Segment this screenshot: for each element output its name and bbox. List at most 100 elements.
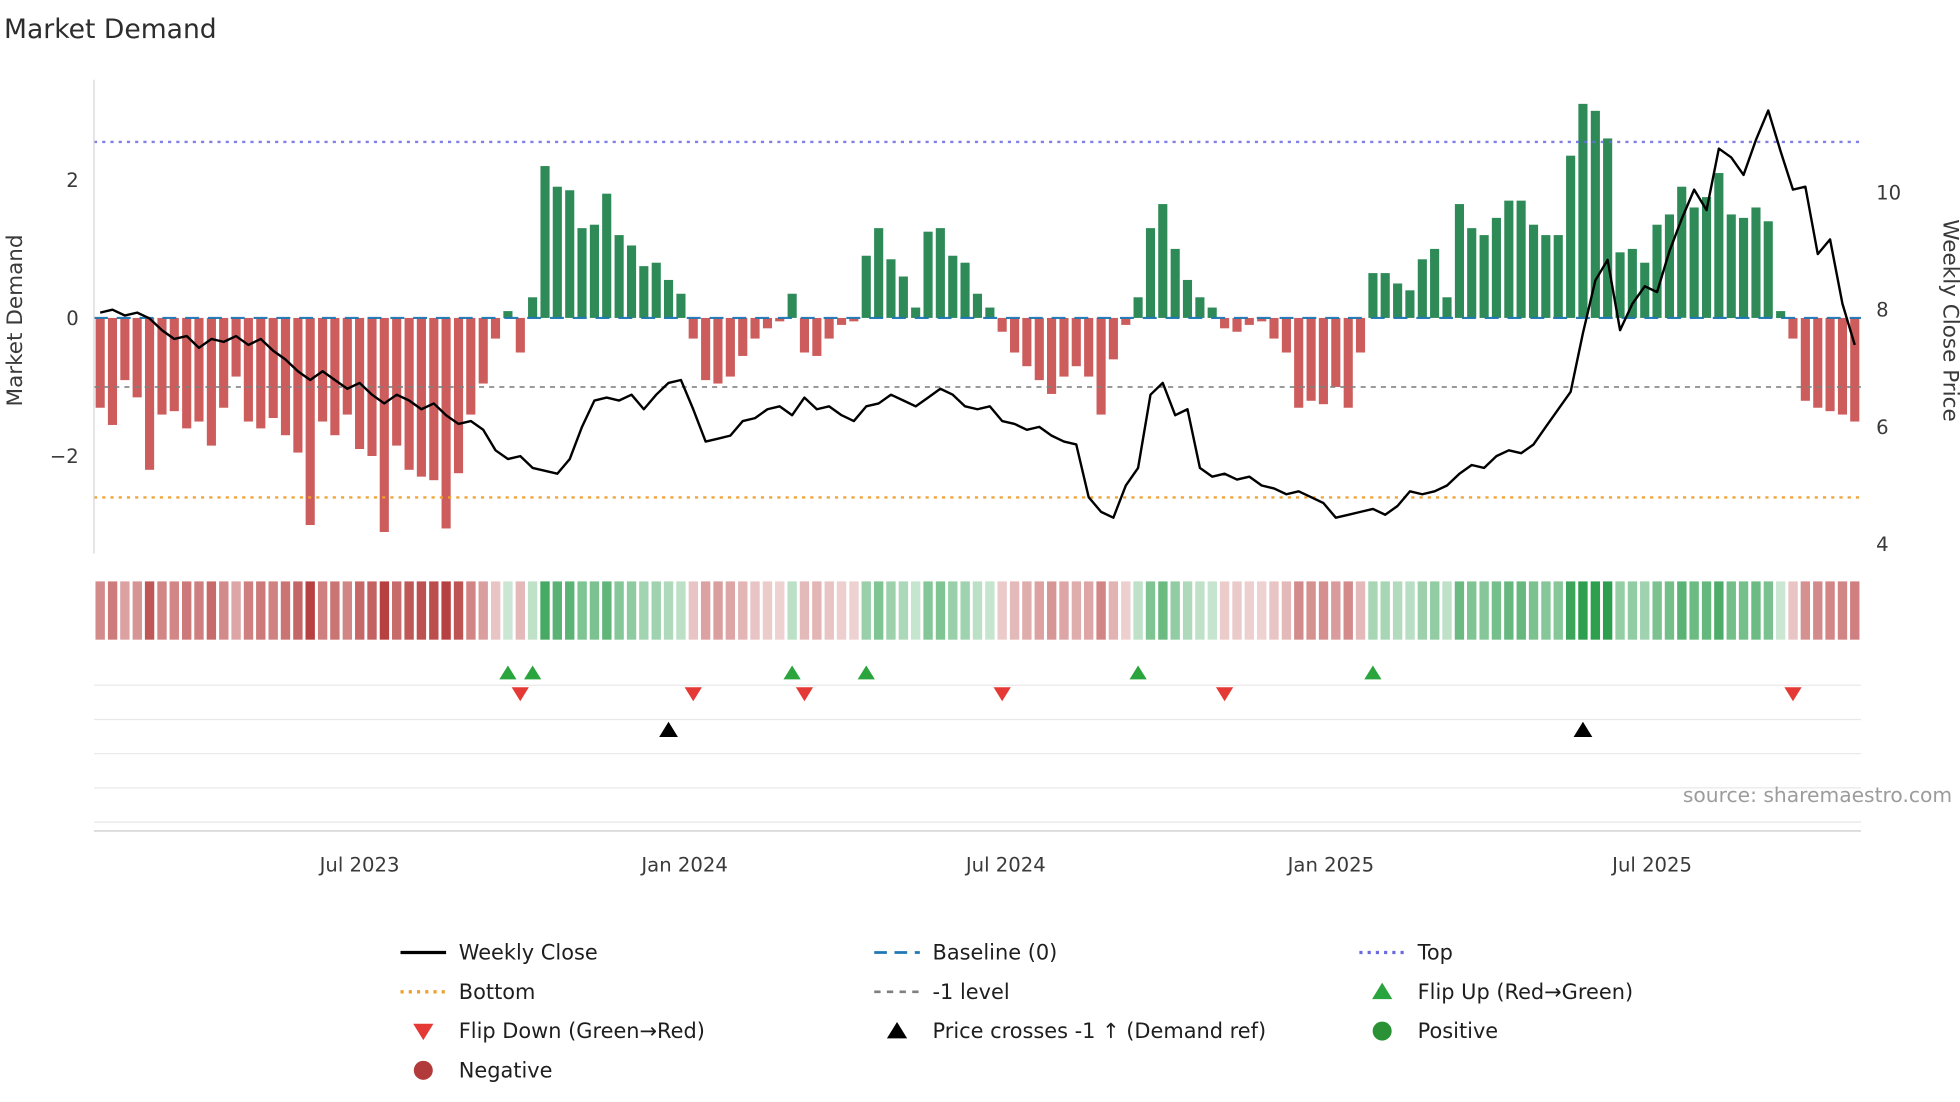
demand-bar bbox=[1368, 273, 1378, 318]
heatmap-cell bbox=[355, 581, 365, 640]
demand-bar bbox=[453, 317, 464, 474]
demand-bar bbox=[1467, 228, 1477, 318]
demand-bar bbox=[1528, 224, 1539, 318]
heatmap-cell bbox=[1578, 581, 1588, 640]
demand-bar bbox=[997, 317, 1007, 332]
demand-bar bbox=[1059, 317, 1069, 377]
heatmap-cell bbox=[95, 581, 105, 640]
demand-bar bbox=[503, 311, 513, 319]
heatmap-cell bbox=[960, 581, 970, 640]
demand-bar bbox=[1726, 214, 1736, 319]
demand-bar bbox=[1294, 317, 1304, 408]
demand-bar bbox=[515, 317, 525, 353]
heatmap-cell bbox=[836, 581, 847, 640]
heatmap-cell bbox=[787, 581, 797, 640]
demand-bar bbox=[1380, 273, 1390, 318]
demand-bar bbox=[120, 317, 130, 381]
heatmap-cell bbox=[453, 581, 464, 640]
legend-label-flip-down: Flip Down (Green→Red) bbox=[459, 1019, 705, 1043]
demand-bar bbox=[1590, 110, 1600, 318]
demand-bar bbox=[1047, 317, 1057, 394]
demand-bar bbox=[342, 317, 352, 415]
demand-bar bbox=[602, 193, 612, 318]
demand-bar bbox=[243, 317, 253, 422]
flip-down-marker bbox=[993, 687, 1011, 702]
heatmap-cell bbox=[515, 581, 526, 640]
demand-bar bbox=[318, 317, 328, 422]
heatmap-cell bbox=[577, 581, 587, 640]
legend-item-negative: Negative bbox=[413, 1058, 553, 1082]
heatmap-cell bbox=[700, 581, 711, 640]
heatmap-cell bbox=[429, 581, 439, 640]
flip-up-marker bbox=[524, 665, 542, 680]
demand-bar bbox=[1195, 297, 1205, 318]
demand-bar bbox=[1393, 283, 1403, 319]
flip-down-marker bbox=[1784, 687, 1802, 702]
demand-bar bbox=[1677, 186, 1687, 318]
demand-bar bbox=[145, 317, 155, 470]
demand-bar bbox=[379, 317, 389, 532]
heatmap-cell bbox=[985, 581, 995, 640]
heatmap-cell bbox=[1009, 581, 1020, 640]
demand-bar bbox=[1442, 297, 1452, 318]
demand-bar bbox=[565, 190, 575, 318]
demand-bar bbox=[701, 317, 711, 381]
heatmap-cell bbox=[392, 581, 402, 640]
heatmap-cell bbox=[305, 581, 315, 640]
heatmap-cell bbox=[1368, 581, 1378, 640]
heatmap-cell bbox=[1837, 581, 1848, 640]
negative-dot-icon bbox=[413, 1060, 433, 1080]
demand-bar bbox=[614, 235, 624, 318]
legend-label-positive: Positive bbox=[1418, 1019, 1499, 1043]
demand-bar bbox=[836, 317, 847, 325]
demand-bar bbox=[948, 255, 958, 318]
heatmap-cell bbox=[1553, 581, 1563, 640]
heatmap-cell bbox=[256, 581, 266, 640]
heatmap-cell bbox=[997, 581, 1007, 640]
heatmap-cell bbox=[799, 581, 810, 640]
demand-bar bbox=[219, 317, 229, 408]
demand-bar bbox=[1763, 221, 1773, 318]
heatmap-cell bbox=[886, 581, 896, 640]
heatmap-cell bbox=[1504, 581, 1514, 640]
demand-bar bbox=[392, 317, 402, 446]
flip-up-marker bbox=[857, 665, 875, 680]
demand-bar bbox=[1306, 317, 1316, 401]
demand-bar bbox=[1405, 290, 1415, 318]
heatmap-cell bbox=[317, 581, 328, 640]
heatmap-strip bbox=[95, 581, 1860, 640]
heatmap-cell bbox=[552, 581, 562, 640]
heatmap-cell bbox=[688, 581, 699, 640]
demand-bar bbox=[1553, 235, 1563, 318]
demand-bar bbox=[1664, 214, 1675, 319]
x-tick-label: Jul 2023 bbox=[318, 853, 400, 876]
legend-item-price-cross: Price crosses -1 ↑ (Demand ref) bbox=[886, 1019, 1266, 1043]
demand-bar bbox=[1541, 235, 1551, 318]
demand-bar bbox=[528, 297, 538, 318]
legend-item-positive: Positive bbox=[1372, 1019, 1499, 1043]
demand-bar bbox=[1096, 317, 1106, 415]
right-tick-label: 10 bbox=[1876, 182, 1901, 205]
heatmap-cell bbox=[1145, 581, 1156, 640]
demand-bar bbox=[441, 317, 451, 529]
heatmap-cell bbox=[1677, 581, 1687, 640]
heatmap-cell bbox=[1133, 581, 1143, 640]
heatmap-cell bbox=[849, 581, 859, 640]
demand-bar bbox=[1010, 317, 1020, 353]
demand-bar bbox=[886, 259, 896, 318]
demand-bar bbox=[1714, 173, 1724, 319]
demand-bar bbox=[762, 317, 773, 329]
heatmap-cell bbox=[1417, 581, 1428, 640]
heatmap-cell bbox=[268, 581, 278, 640]
source-label: source: sharemaestro.com bbox=[1683, 783, 1952, 807]
heatmap-cell bbox=[1195, 581, 1205, 640]
heatmap-cell bbox=[1565, 581, 1576, 640]
heatmap-cell bbox=[1244, 581, 1254, 640]
demand-bar bbox=[713, 317, 723, 384]
heatmap-cell bbox=[1664, 581, 1675, 640]
flip-up-marker bbox=[499, 665, 517, 680]
demand-bar bbox=[429, 317, 439, 481]
heatmap-cell bbox=[725, 581, 736, 640]
legend-label-weekly-close: Weekly Close bbox=[459, 941, 598, 965]
heatmap-cell bbox=[540, 581, 550, 640]
